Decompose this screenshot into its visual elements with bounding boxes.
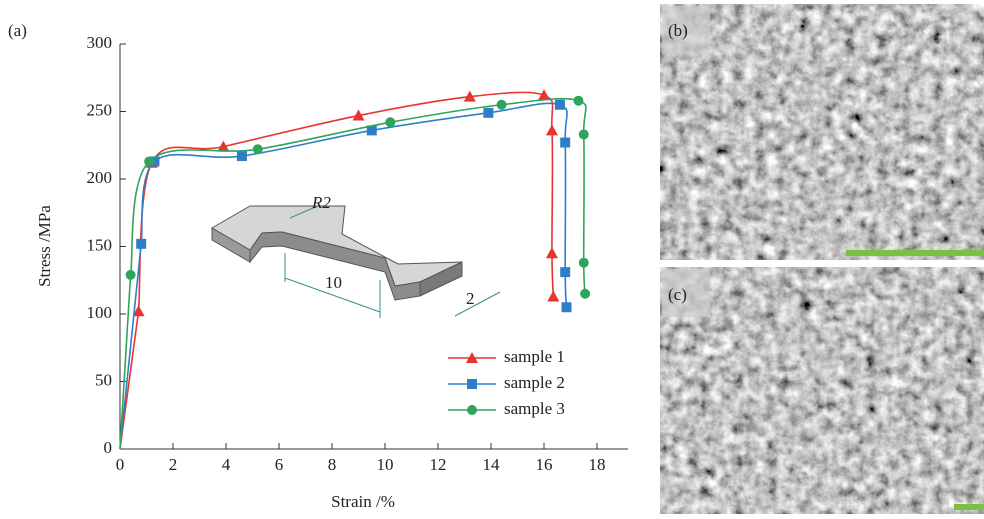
marker xyxy=(573,96,583,106)
marker xyxy=(546,124,558,135)
series-line xyxy=(141,103,567,307)
y-tick-label: 200 xyxy=(87,168,113,187)
marker xyxy=(126,270,136,280)
x-tick-label: 2 xyxy=(169,455,178,474)
marker xyxy=(580,289,590,299)
y-tick-label: 150 xyxy=(87,235,113,254)
series-line xyxy=(139,92,554,311)
marker xyxy=(483,108,493,118)
y-tick-label: 250 xyxy=(87,100,113,119)
marker xyxy=(237,151,247,161)
x-tick-label: 12 xyxy=(430,455,447,474)
annotation: 2 xyxy=(466,289,475,308)
legend-label: sample 1 xyxy=(504,347,565,366)
figure: (a) (b) (c) R2 10 2 Strain /% Stress /MP… xyxy=(0,0,984,514)
x-tick-label: 14 xyxy=(483,455,501,474)
marker xyxy=(385,117,395,127)
marker xyxy=(560,138,570,148)
annotation: 10 xyxy=(325,273,342,292)
y-tick-label: 100 xyxy=(87,303,113,322)
x-tick-label: 4 xyxy=(222,455,231,474)
y-axis-label: Stress /MPa xyxy=(35,205,54,287)
sem-image-b: (b) xyxy=(660,4,984,260)
marker xyxy=(136,239,146,249)
x-axis-label: Strain /% xyxy=(331,492,395,511)
x-tick-label: 8 xyxy=(328,455,337,474)
x-tick-label: 16 xyxy=(536,455,553,474)
marker xyxy=(467,379,477,389)
y-tick-label: 300 xyxy=(87,33,113,52)
marker xyxy=(546,247,558,258)
annotation: R2 xyxy=(311,193,331,212)
marker xyxy=(467,405,477,415)
x-tick-label: 18 xyxy=(589,455,606,474)
marker xyxy=(497,100,507,110)
panel-label: (b) xyxy=(668,21,688,40)
marker xyxy=(579,258,589,268)
marker xyxy=(253,144,263,154)
y-tick-label: 50 xyxy=(95,370,112,389)
x-tick-label: 0 xyxy=(116,455,125,474)
legend-label: sample 2 xyxy=(504,373,565,392)
y-tick-label: 0 xyxy=(104,438,113,457)
marker xyxy=(555,100,565,110)
marker xyxy=(579,129,589,139)
panel-label: (a) xyxy=(8,21,27,40)
panel-label: (c) xyxy=(668,285,687,304)
x-tick-label: 6 xyxy=(275,455,284,474)
marker xyxy=(560,267,570,277)
marker xyxy=(144,156,154,166)
specimen-drawing xyxy=(212,205,500,318)
x-tick-label: 10 xyxy=(377,455,394,474)
marker xyxy=(562,302,572,312)
marker xyxy=(547,290,559,301)
sem-image-c: (c) xyxy=(660,267,984,514)
legend-label: sample 3 xyxy=(504,399,565,418)
